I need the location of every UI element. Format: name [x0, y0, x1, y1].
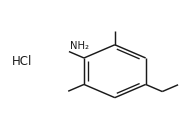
Text: HCl: HCl — [12, 55, 32, 68]
Text: NH₂: NH₂ — [70, 41, 89, 51]
